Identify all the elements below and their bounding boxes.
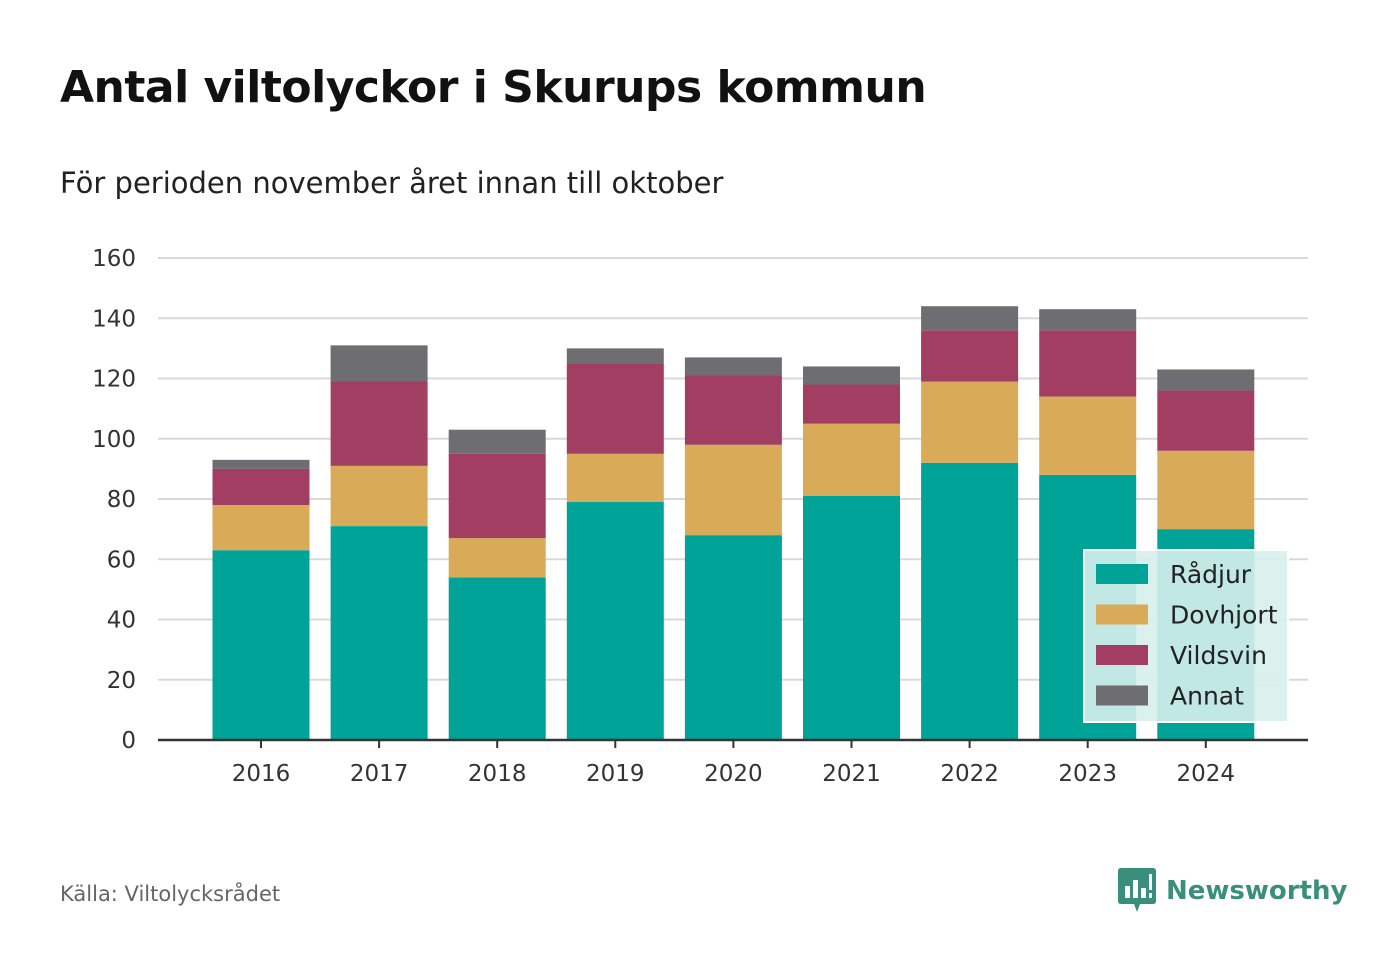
- bar-segment: [1039, 309, 1137, 331]
- bar-segment: [684, 375, 782, 445]
- x-tick-label: 2023: [1058, 761, 1117, 787]
- legend-swatch: [1096, 564, 1148, 584]
- x-tick-label: 2017: [350, 761, 409, 787]
- x-tick-label: 2018: [468, 761, 527, 787]
- bar-segment: [330, 465, 428, 527]
- x-tick-label: 2022: [940, 761, 999, 787]
- bar-segment: [921, 381, 1019, 463]
- bar-segment: [448, 577, 546, 740]
- bar-segment: [330, 345, 428, 382]
- chart-subtitle: För perioden november året innan till ok…: [60, 166, 724, 200]
- y-tick-label: 160: [92, 246, 136, 272]
- bar-segment: [448, 538, 546, 578]
- bar-segment: [1157, 390, 1255, 451]
- legend-swatch: [1096, 604, 1148, 625]
- bar-segment: [330, 526, 428, 740]
- bar-segment: [1039, 330, 1137, 397]
- legend-label: Dovhjort: [1170, 601, 1278, 630]
- bar-segment: [212, 459, 310, 469]
- legend-swatch: [1096, 685, 1148, 706]
- bar-segment: [803, 366, 900, 385]
- x-tick-label: 2020: [704, 761, 763, 787]
- y-tick-label: 80: [107, 487, 136, 513]
- newsworthy-logo-icon: [1118, 868, 1156, 912]
- y-tick-label: 0: [121, 728, 136, 754]
- bar-segment: [566, 502, 664, 740]
- x-tick-label: 2024: [1177, 761, 1236, 787]
- y-tick-label: 20: [107, 668, 136, 694]
- bar-segment: [566, 348, 664, 364]
- bar-segment: [1157, 369, 1255, 391]
- bar-segment: [684, 357, 782, 376]
- bar-segment: [212, 505, 310, 551]
- x-tick-label: 2016: [232, 761, 291, 787]
- bar-segment: [1157, 450, 1255, 530]
- legend-label: Vildsvin: [1170, 641, 1267, 670]
- bar-segment: [330, 381, 428, 466]
- bar-segment: [921, 462, 1019, 740]
- bar-segment: [212, 468, 310, 506]
- brand-name: Newsworthy: [1166, 876, 1348, 906]
- legend-label: Annat: [1170, 682, 1244, 711]
- bar-segment: [212, 550, 310, 740]
- bar-segment: [566, 363, 664, 454]
- source-note: Källa: Viltolycksrådet: [60, 882, 281, 906]
- bar-segment: [803, 423, 900, 496]
- x-tick-label: 2021: [822, 761, 881, 787]
- bar-segment: [448, 453, 546, 539]
- bar-segment: [684, 444, 782, 536]
- legend-swatch: [1096, 645, 1148, 665]
- bar-segment: [566, 453, 664, 503]
- y-tick-label: 40: [107, 608, 136, 634]
- y-tick-label: 120: [92, 367, 136, 393]
- bar-segment: [803, 384, 900, 424]
- bar-segment: [803, 495, 900, 740]
- bar-segment: [921, 330, 1019, 382]
- bar-segment: [921, 306, 1019, 331]
- y-tick-label: 60: [107, 547, 136, 573]
- bar-segment: [448, 429, 546, 454]
- chart-title: Antal viltolyckor i Skurups kommun: [60, 62, 927, 113]
- y-tick-label: 140: [92, 306, 136, 332]
- x-tick-label: 2019: [586, 761, 645, 787]
- bar-segment: [1039, 396, 1137, 475]
- bar-segment: [684, 535, 782, 740]
- axes: 0 20 40 60 80 100 120 140 160 2016 2017 2018 2019 202…: [92, 246, 1308, 787]
- legend: Rådjur Dovhjort Vildsvin Annat: [1083, 549, 1289, 723]
- legend-label: Rådjur: [1170, 560, 1252, 589]
- y-tick-label: 100: [92, 427, 136, 453]
- brand-logo: Newsworthy: [1118, 868, 1347, 914]
